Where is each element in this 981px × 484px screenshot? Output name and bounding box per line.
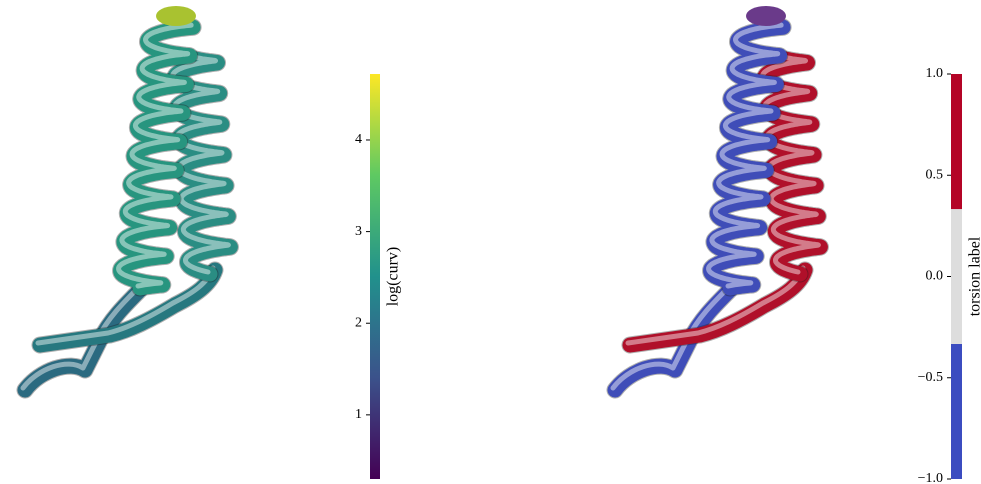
tick-label: 2 (355, 315, 362, 330)
tube-highlight (610, 285, 731, 391)
tube-highlight (20, 285, 141, 391)
tube-highlight (170, 54, 231, 275)
tube-highlight (625, 265, 806, 346)
colorbar (370, 74, 380, 479)
tube (167, 51, 238, 282)
colorbar-label: torsion label (967, 236, 981, 316)
tube-end (156, 6, 196, 26)
colorbar-label: log(curv) (385, 247, 402, 307)
tick-label: 0.5 (926, 167, 944, 182)
tick-label: 4 (355, 132, 362, 147)
tube (757, 51, 828, 282)
tube (32, 262, 223, 353)
tube (703, 16, 791, 296)
tick-label: 3 (355, 224, 362, 239)
tube-highlight (706, 19, 784, 289)
tick-label: 1.0 (926, 66, 944, 81)
tube-highlight (35, 265, 216, 346)
tube (622, 262, 813, 353)
colorbar-segment (951, 343, 962, 479)
tick-label: −0.5 (918, 370, 943, 385)
tube (607, 282, 738, 398)
tick-label: −1.0 (918, 471, 943, 484)
tube-end (746, 6, 786, 26)
tube (17, 282, 148, 398)
tick-label: 0.0 (926, 269, 944, 284)
colorbar-segment (951, 74, 962, 210)
tick-label: 1 (355, 407, 362, 422)
tube-highlight (760, 54, 821, 275)
colorbar-segment (951, 209, 962, 344)
tube-highlight (116, 19, 194, 289)
tube (113, 16, 201, 296)
tube-renderings (16, 6, 829, 399)
